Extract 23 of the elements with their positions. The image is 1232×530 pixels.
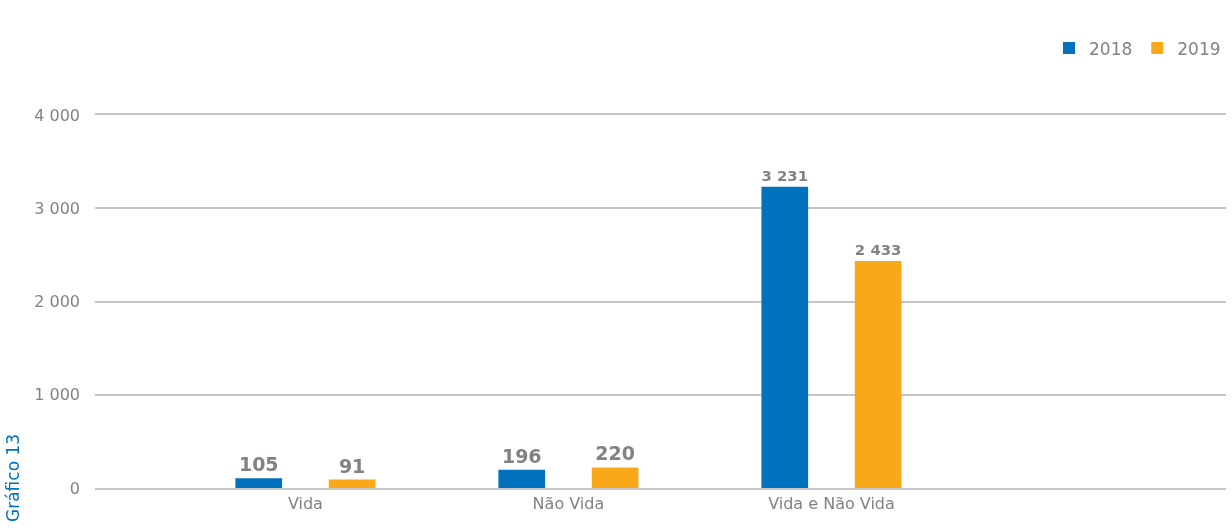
x-tick-label: Não Vida xyxy=(532,494,605,514)
data-label: 105 xyxy=(238,453,279,476)
legend-label: 2019 xyxy=(1177,38,1221,59)
bar xyxy=(591,467,639,488)
y-tick-label: 2 000 xyxy=(34,292,80,312)
y-tick-label: 0 xyxy=(69,478,80,498)
bar xyxy=(498,469,546,488)
y-tick-label: 1 000 xyxy=(34,385,80,405)
data-label: 3 231 xyxy=(761,166,809,185)
data-label: 2 433 xyxy=(854,240,902,259)
text: Gráfico 13 xyxy=(3,433,23,522)
x-tick-label: Vida xyxy=(287,494,323,514)
data-label: 196 xyxy=(501,444,542,467)
x-tick-label: Vida e Não Vida xyxy=(768,494,895,514)
data-label: 220 xyxy=(595,442,635,465)
y-tick-label: 4 000 xyxy=(34,105,80,125)
bar xyxy=(328,479,376,488)
legend-label: 2018 xyxy=(1089,38,1133,59)
bar xyxy=(235,478,283,488)
bar xyxy=(854,261,902,488)
data-label: 91 xyxy=(338,454,366,477)
y-tick-label: 3 000 xyxy=(34,198,80,218)
bar xyxy=(761,186,809,488)
